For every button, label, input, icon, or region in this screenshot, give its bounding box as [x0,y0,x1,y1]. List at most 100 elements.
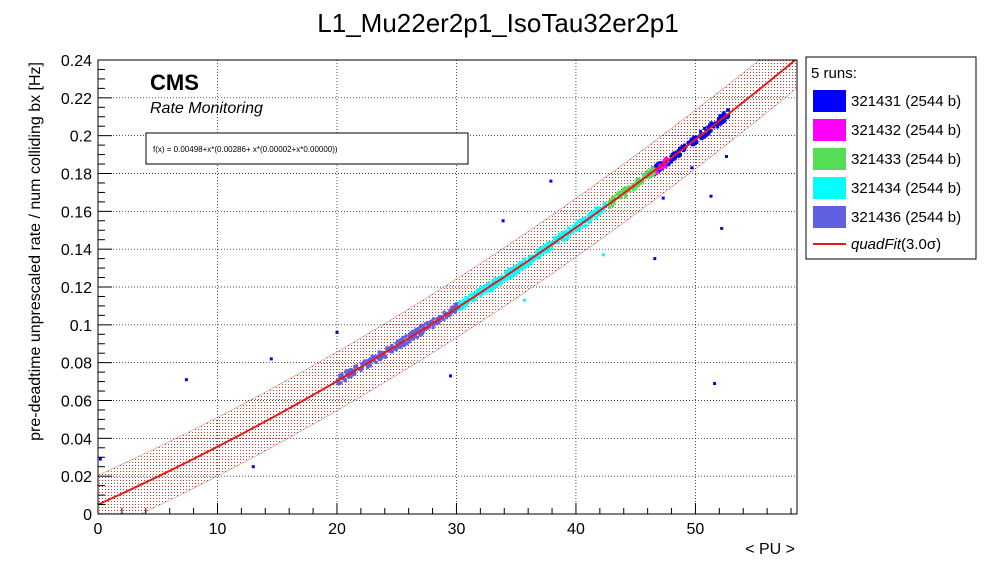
data-point [529,262,532,265]
outlier-point [653,257,656,260]
legend: 5 runs: 321431 (2544 b) 321432 (2544 b) 32… [806,57,976,259]
x-tick-label: 50 [687,521,705,538]
data-point [703,127,706,130]
y-tick-label: 0.2 [70,129,92,146]
data-point [678,147,681,150]
outlier-point [336,331,339,334]
legend-label: 321431 (2544 b) [851,93,961,110]
outlier-point [523,299,526,302]
y-tick-label: 0.18 [61,167,92,184]
data-point [611,196,614,199]
data-point [664,165,667,168]
data-point [459,301,462,304]
cms-label: CMS [150,70,199,95]
data-point [611,204,614,207]
data-point [608,206,611,209]
outlier-point [502,219,505,222]
data-point [727,108,730,111]
data-point [721,121,724,124]
data-point [432,326,435,329]
legend-fit-sigma: (3.0σ) [901,236,941,253]
data-point [636,178,639,181]
outlier-point [549,180,552,183]
data-point [398,346,401,349]
data-point [405,334,408,337]
outlier-point [185,378,188,381]
outlier-point [662,197,665,200]
outlier-point [690,166,693,169]
data-point [484,284,487,287]
data-point [593,210,596,213]
data-point [394,342,397,345]
data-point [384,356,387,359]
data-point [705,134,708,137]
fit-formula: f(x) = 0.00498+x*(0.00286+ x*(0.00002+x*… [153,145,338,154]
data-point [471,293,474,296]
data-point [414,329,417,332]
data-point [493,286,496,289]
data-point [354,365,357,368]
data-point [513,273,516,276]
data-point [710,129,713,132]
data-point [379,357,382,360]
y-tick-label: 0.08 [61,356,92,373]
data-point [340,381,343,384]
outlier-point [449,374,452,377]
outlier-point [670,161,673,164]
legend-swatch [813,206,846,228]
legend-swatch [813,119,846,141]
legend-label: 321433 (2544 b) [851,151,961,168]
data-point [546,242,549,245]
y-tick-label: 0.1 [70,318,92,335]
data-point [437,322,440,325]
data-point [632,189,635,192]
data-point [408,340,411,343]
legend-header: 5 runs: [811,65,857,82]
y-tick-label: 0.02 [61,469,92,486]
data-point [538,247,541,250]
y-tick-label: 0.06 [61,394,92,411]
legend-label: 321436 (2544 b) [851,209,961,226]
data-point [390,344,393,347]
data-point [477,288,480,291]
data-point [553,237,556,240]
data-point [338,374,341,377]
y-axis-label: pre-deadtime unprescaled rate / num coll… [27,62,44,441]
data-point [585,224,588,227]
y-tick-label: 0.14 [61,242,92,259]
legend-swatch [813,148,846,170]
data-point [537,257,540,260]
outlier-point [602,253,605,256]
data-point [378,352,381,355]
data-point [372,355,375,358]
data-point [643,173,646,176]
data-point [559,234,562,237]
x-tick-label: 40 [567,521,585,538]
x-tick-label: 10 [209,521,227,538]
legend-fit-label: quadFit(3.0σ) [851,236,941,253]
data-point [412,338,415,341]
y-tick-label: 0.12 [61,280,92,297]
y-tick-label: 0.22 [61,91,92,108]
outlier-point [720,227,723,230]
data-point [401,336,404,339]
data-point [574,223,577,226]
cms-sublabel: Rate Monitoring [150,100,263,117]
data-point [620,190,623,193]
data-point [656,171,659,174]
y-tick-label: 0 [83,507,92,524]
outlier-point [713,382,716,385]
data-point [402,344,405,347]
data-point [422,324,425,327]
data-point [465,304,468,307]
data-point [513,265,516,268]
outlier-point [725,155,728,158]
x-tick-label: 30 [448,521,466,538]
data-point [426,321,429,324]
data-point [624,187,627,190]
data-point [693,143,696,146]
data-point [442,318,445,321]
legend-label: 321434 (2544 b) [851,180,961,197]
data-point [479,295,482,298]
